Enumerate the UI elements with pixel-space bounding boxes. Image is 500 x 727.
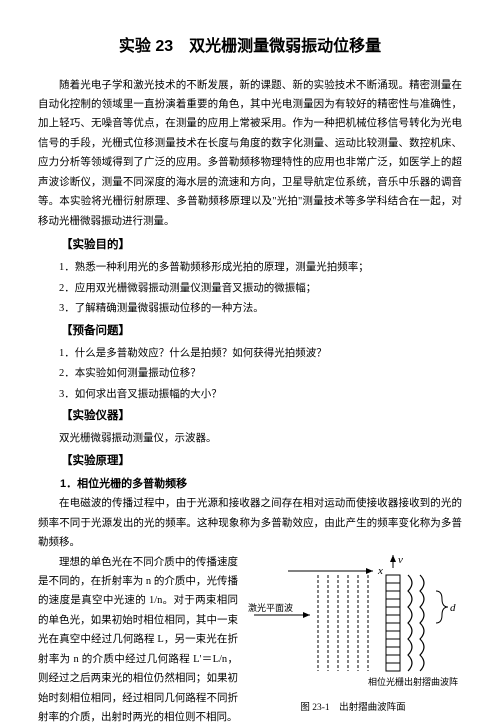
purpose-item-1: 1．熟悉一种利用光的多普勒频移形成光拍的原理，测量光拍频率；	[38, 258, 462, 277]
axis-x-label: x	[377, 565, 383, 577]
section-apparatus-head: 【实验仪器】	[38, 406, 462, 427]
brace-d-label: d	[450, 602, 456, 614]
grating-label: 相位光栅	[368, 676, 404, 687]
section-preq-head: 【预备问题】	[38, 321, 462, 342]
section-purpose-head: 【实验目的】	[38, 235, 462, 256]
diagram-svg: x v 激光平面波	[248, 553, 458, 698]
figure-23-1: x v 激光平面波	[244, 553, 462, 727]
apparatus-text: 双光栅微弱振动测量仪，示波器。	[38, 429, 462, 448]
page-title: 实验 23 双光栅测量微弱振动位移量	[38, 32, 462, 62]
principle-p1: 在电磁波的传播过程中，由于光源和接收器之间存在相对运动而使接收器接收到的光的频率…	[38, 494, 462, 552]
principle-p2: 理想的单色光在不同介质中的传播速度是不同的，在折射率为 n 的介质中，光传播的速…	[38, 553, 238, 727]
preq-item-2: 2．本实验如何测量振动位移？	[38, 364, 462, 383]
out-label: 出射摺曲波阵面	[404, 676, 458, 687]
axis-v-label: v	[398, 554, 403, 566]
purpose-item-3: 3．了解精确测量微弱振动位移的一种方法。	[38, 299, 462, 318]
preq-item-1: 1．什么是多普勒效应？什么是拍频？如何获得光拍频波？	[38, 344, 462, 363]
laser-label: 激光平面波	[248, 602, 293, 613]
figure-caption: 图 23-1 出射摺曲波阵面	[300, 700, 405, 718]
preq-item-3: 3．如何求出音叉振动振幅的大小？	[38, 385, 462, 404]
purpose-item-2: 2．应用双光栅微弱振动测量仪测量音叉振动的微振幅；	[38, 279, 462, 298]
intro-paragraph: 随着光电子学和激光技术的不断发展，新的课题、新的实验技术不断涌现。精密测量在自动…	[38, 76, 462, 231]
principle-sub1: 1．相位光栅的多普勒频移	[38, 474, 462, 494]
section-principle-head: 【实验原理】	[38, 451, 462, 472]
